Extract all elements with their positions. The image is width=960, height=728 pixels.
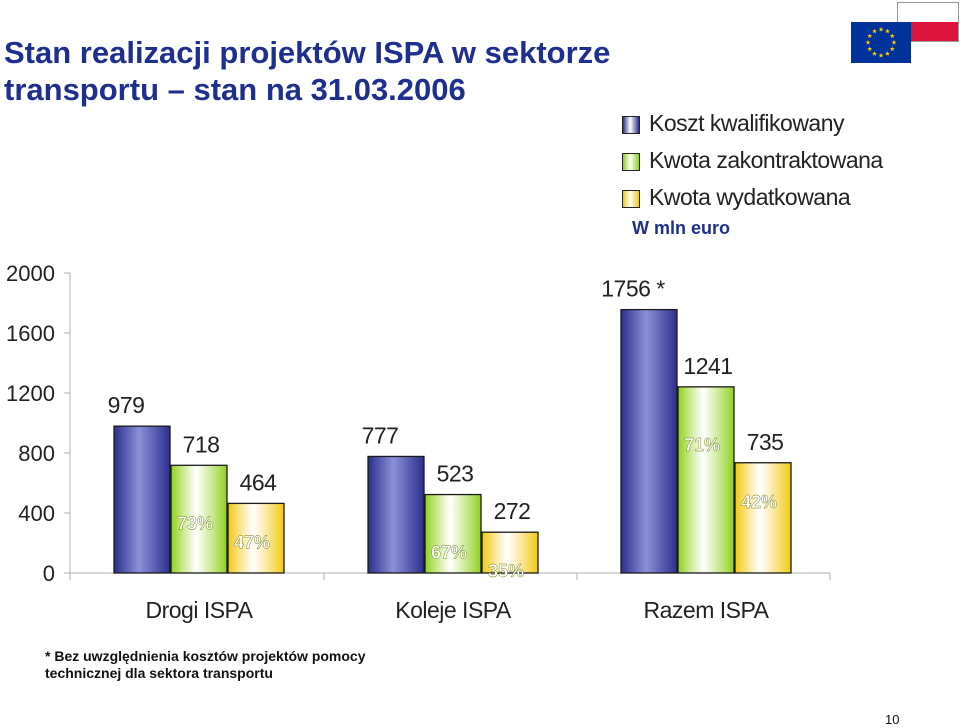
- y-tick-label: 2000: [6, 261, 55, 286]
- y-tick-label: 400: [18, 501, 55, 526]
- x-category-label: Koleje ISPA: [395, 597, 512, 623]
- footnote: * Bez uwzględnienia kosztów projektów po…: [45, 648, 366, 682]
- percent-label: 73%: [177, 513, 213, 533]
- eu-star-icon: [872, 51, 877, 56]
- percent-label: 67%: [431, 543, 467, 563]
- percent-label: 47%: [234, 532, 270, 552]
- percent-label: 71%: [684, 435, 720, 455]
- data-label: 777: [362, 422, 399, 448]
- bar: [367, 455, 425, 574]
- eu-flag-icon: [851, 22, 911, 63]
- data-label: 1241: [683, 353, 732, 379]
- bar: [170, 464, 228, 574]
- x-category-label: Razem ISPA: [644, 597, 770, 623]
- title-line-2: transportu – stan na 31.03.2006: [4, 72, 466, 107]
- eu-star-icon: [891, 39, 897, 45]
- eu-star-icon: [889, 33, 895, 39]
- flag-white-band: [898, 3, 958, 22]
- y-tick-label: 800: [18, 441, 55, 466]
- data-label: 735: [747, 429, 784, 455]
- bar: [734, 462, 792, 574]
- data-label: 464: [240, 469, 278, 495]
- footnote-line-2: technicznej dla sektora transportu: [45, 665, 273, 681]
- page-number: 10: [885, 712, 900, 727]
- data-label: 718: [183, 431, 220, 457]
- legend-label-zakontraktowana: Kwota zakontraktowana: [649, 147, 883, 173]
- x-category-label: Drogi ISPA: [145, 597, 253, 623]
- eu-star-icon: [885, 28, 890, 34]
- poland-flag-icon: [897, 2, 959, 42]
- eu-star-icon: [878, 26, 884, 32]
- percent-label: 35%: [488, 561, 524, 581]
- y-tick-label: 0: [43, 561, 55, 586]
- title-line-1: Stan realizacji projektów ISPA w sektorz…: [4, 35, 611, 70]
- legend-label-koszt: Koszt kwalifikowany: [649, 110, 845, 136]
- eu-star-icon: [867, 46, 873, 52]
- data-label: 272: [494, 498, 531, 524]
- legend-label-wydatkowana: Kwota wydatkowana: [649, 184, 851, 210]
- percent-label: 42%: [741, 492, 777, 512]
- legend-swatch-zakontraktowana: [622, 153, 640, 171]
- bar: [481, 531, 539, 574]
- data-label: 979: [108, 392, 145, 418]
- data-label: 523: [437, 461, 474, 487]
- bar: [424, 493, 482, 574]
- units-label: W mln euro: [632, 218, 730, 238]
- flag-red-band: [898, 22, 958, 41]
- data-label: 1756 *: [601, 276, 665, 302]
- bar: [677, 386, 735, 574]
- eu-star-icon: [865, 39, 871, 45]
- page-title: Stan realizacji projektów ISPA w sektorz…: [4, 34, 764, 108]
- eu-star-icon: [885, 51, 890, 56]
- y-tick-label: 1600: [6, 321, 55, 346]
- eu-star-icon: [889, 46, 895, 52]
- eu-star-icon: [872, 28, 877, 34]
- footnote-line-1: * Bez uwzględnienia kosztów projektów po…: [45, 648, 366, 664]
- bar: [227, 502, 285, 574]
- bar: [113, 425, 171, 574]
- legend-swatch-wydatkowana: [622, 190, 640, 208]
- y-tick-label: 1200: [6, 381, 55, 406]
- eu-star-icon: [878, 52, 884, 58]
- eu-star-icon: [867, 33, 873, 39]
- legend-swatch-koszt: [622, 116, 640, 134]
- bar: [620, 308, 678, 574]
